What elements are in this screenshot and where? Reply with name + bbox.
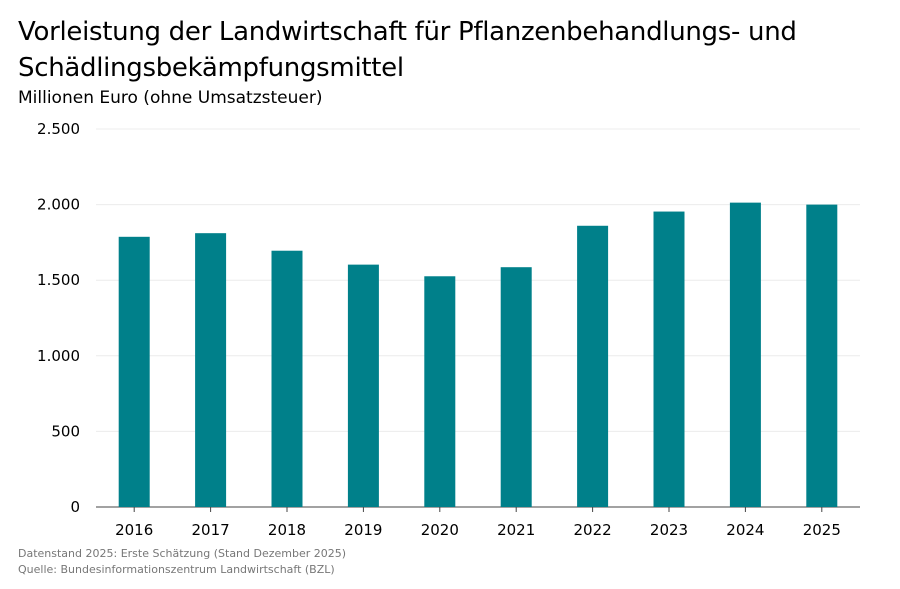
y-tick-label: 0	[70, 498, 80, 516]
x-tick-label: 2016	[115, 521, 153, 539]
x-tick-label: 2019	[344, 521, 382, 539]
x-tick-label: 2018	[268, 521, 306, 539]
bar-2021	[500, 267, 532, 507]
bar-2016	[118, 236, 150, 507]
footer-source: Quelle: Bundesinformationszentrum Landwi…	[18, 563, 335, 576]
y-tick-label: 2.000	[37, 196, 80, 214]
bar-2025	[806, 204, 838, 507]
x-tick-label: 2023	[650, 521, 688, 539]
bar-2019	[347, 264, 379, 507]
bar-2022	[577, 225, 609, 507]
y-tick-label: 500	[51, 422, 80, 440]
x-tick-label: 2021	[497, 521, 535, 539]
bar-2018	[271, 250, 303, 507]
y-tick-label: 2.500	[37, 120, 80, 138]
y-tick-label: 1.500	[37, 271, 80, 289]
x-tick-label: 2022	[574, 521, 612, 539]
bar-2020	[424, 276, 456, 507]
chart-subtitle: Millionen Euro (ohne Umsatzsteuer)	[18, 88, 323, 108]
bar-2023	[653, 211, 685, 507]
footer-note: Datenstand 2025: Erste Schätzung (Stand …	[18, 547, 347, 560]
x-tick-label: 2024	[726, 521, 764, 539]
x-tick-label: 2025	[803, 521, 841, 539]
x-tick-label: 2017	[192, 521, 230, 539]
chart-title: Vorleistung der Landwirtschaft für Pflan…	[18, 17, 797, 83]
bar-2017	[195, 233, 227, 507]
y-tick-label: 1.000	[37, 347, 80, 365]
x-tick-label: 2020	[421, 521, 459, 539]
bar-2024	[729, 202, 761, 507]
